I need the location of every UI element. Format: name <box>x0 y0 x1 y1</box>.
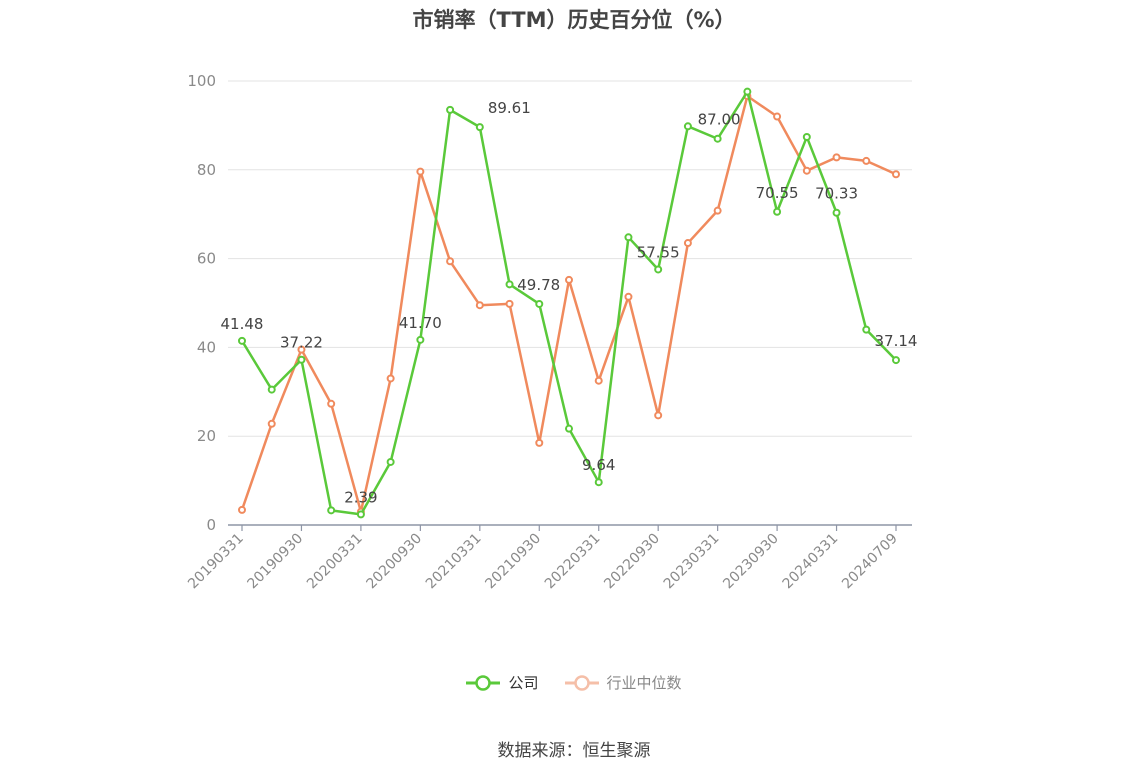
data-label: 70.55 <box>756 184 799 202</box>
legend: 公司 行业中位数 <box>0 672 1148 693</box>
data-labels: 41.48 37.22 2.39 41.70 89.61 49.78 9.64 57.55 87… <box>221 99 918 506</box>
legend-label-industry-median: 行业中位数 <box>606 674 682 692</box>
data-point-0 <box>505 280 514 289</box>
data-label: 89.61 <box>488 99 531 117</box>
data-label: 37.14 <box>875 332 918 350</box>
x-tick-label: 20200331 <box>304 531 366 593</box>
data-point-1 <box>594 376 603 385</box>
data-point-0 <box>327 506 336 515</box>
data-point-0 <box>862 325 871 334</box>
x-tick-label: 20220331 <box>542 531 604 593</box>
source-note: 数据来源：恒生聚源 <box>497 741 651 761</box>
x-tick-label: 20210331 <box>423 531 485 593</box>
data-point-1 <box>327 399 336 408</box>
data-point-1 <box>535 438 544 447</box>
data-point-1 <box>654 411 663 420</box>
data-point-1 <box>386 374 395 383</box>
data-point-0 <box>892 356 900 365</box>
x-tick-label: 20230331 <box>661 531 723 593</box>
legend-marker-industry-median <box>564 674 599 691</box>
data-point-0 <box>654 265 663 274</box>
data-point-1 <box>446 257 455 266</box>
data-point-0 <box>386 457 395 466</box>
legend-marker-company <box>466 674 501 691</box>
data-label: 87.00 <box>698 111 741 129</box>
legend-label-company: 公司 <box>508 674 539 692</box>
data-point-0 <box>683 122 692 131</box>
chart-title: 市销率（TTM）历史百分位（%） <box>412 8 736 32</box>
data-label: 9.64 <box>582 456 615 474</box>
data-point-1 <box>892 170 900 179</box>
data-label: 57.55 <box>637 243 680 261</box>
data-point-1 <box>862 156 871 165</box>
y-tick-label: 80 <box>197 161 216 179</box>
data-point-1 <box>267 419 276 428</box>
data-point-0 <box>475 123 484 132</box>
data-point-1 <box>416 167 425 176</box>
data-point-0 <box>267 385 276 394</box>
data-point-1 <box>297 345 306 354</box>
data-label: 70.33 <box>815 185 858 203</box>
x-tick-label: 20240709 <box>839 531 901 593</box>
x-tick-label: 20240331 <box>780 531 842 593</box>
series-lines <box>238 87 900 519</box>
data-point-0 <box>356 510 365 519</box>
data-label: 2.39 <box>344 488 377 506</box>
y-tick-label: 40 <box>197 338 216 356</box>
data-point-1 <box>683 239 692 248</box>
data-point-0 <box>535 299 544 308</box>
data-point-0 <box>297 355 306 364</box>
data-point-0 <box>238 336 246 345</box>
data-point-1 <box>565 275 573 284</box>
data-point-0 <box>743 87 752 96</box>
legend-item-company[interactable]: 公司 <box>466 672 539 693</box>
y-tick-label: 20 <box>197 427 216 445</box>
data-point-1 <box>624 292 633 301</box>
data-label: 49.78 <box>517 276 560 294</box>
data-point-1 <box>832 153 841 162</box>
grid-lines <box>228 80 912 437</box>
data-point-1 <box>238 505 246 514</box>
data-point-1 <box>505 299 514 308</box>
axes: 0 20 40 60 80 100 2019033120190930202003312020… <box>185 72 912 592</box>
x-tick-label: 20190930 <box>245 531 307 593</box>
legend-item-industry-median[interactable]: 行业中位数 <box>564 672 682 693</box>
x-tick-label: 20210930 <box>482 531 544 593</box>
y-tick-label: 0 <box>206 516 216 534</box>
data-point-0 <box>446 105 455 114</box>
data-point-0 <box>416 335 425 344</box>
data-point-1 <box>773 112 782 121</box>
data-point-1 <box>802 166 811 175</box>
data-point-1 <box>713 206 722 215</box>
data-point-0 <box>624 233 633 242</box>
x-tick-label: 20230930 <box>720 531 782 593</box>
x-tick-label: 20200930 <box>363 531 425 593</box>
data-point-0 <box>802 132 811 141</box>
data-point-0 <box>713 134 722 143</box>
y-tick-label: 100 <box>187 72 216 90</box>
data-point-0 <box>594 478 603 487</box>
data-label: 37.22 <box>280 334 323 352</box>
data-point-0 <box>832 208 841 217</box>
data-label: 41.70 <box>399 314 442 332</box>
x-tick-label: 20190331 <box>185 531 247 593</box>
data-point-0 <box>773 207 782 216</box>
data-point-0 <box>565 424 573 433</box>
data-point-1 <box>475 301 484 310</box>
y-tick-label: 60 <box>197 250 216 268</box>
data-label: 41.48 <box>221 315 264 333</box>
x-tick-label: 20220930 <box>601 531 663 593</box>
